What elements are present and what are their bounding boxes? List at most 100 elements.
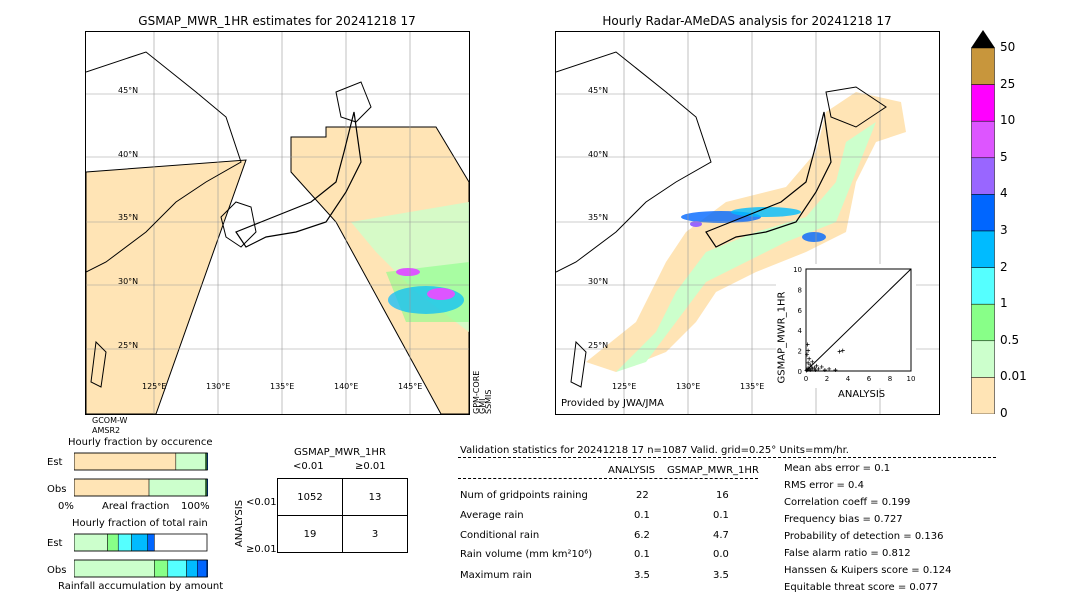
right-coastline-taiwan xyxy=(570,340,587,388)
validation-header: Validation statistics for 20241218 17 n=… xyxy=(460,445,849,456)
total-rain-bar-frame xyxy=(73,533,208,552)
stat-row-b: 3.5 xyxy=(713,570,729,581)
total-rain-chart xyxy=(73,532,209,578)
right-map-title: Hourly Radar-AMeDAS analysis for 2024121… xyxy=(602,14,892,28)
occurrence-bar-segment xyxy=(148,478,206,497)
scatter-point xyxy=(819,364,824,369)
scatter-xtick: 6 xyxy=(867,375,872,383)
radar-blue-east xyxy=(802,232,826,242)
stat-row-b: 0.1 xyxy=(713,510,729,521)
stat-row-label: Num of gridpoints raining xyxy=(460,490,588,501)
left-lon-label-125: 125°E xyxy=(142,382,167,391)
score-line: Equitable threat score = 0.077 xyxy=(784,582,939,593)
right-lon-label-135: 135°E xyxy=(740,382,765,391)
stat-row-label: Average rain xyxy=(460,510,524,521)
total-rain-footer: Rainfall accumulation by amount xyxy=(58,581,224,592)
colorbar-segment xyxy=(971,267,995,305)
scatter-point xyxy=(810,359,815,364)
scatter-point xyxy=(805,342,810,347)
contingency-row-lt: <0.01 xyxy=(246,497,277,508)
left-map-title: GSMAP_MWR_1HR estimates for 20241218 17 xyxy=(138,14,416,28)
occurrence-row-est: Est xyxy=(47,457,63,468)
total-rain-bar-segment xyxy=(131,533,148,552)
scatter-xlabel: ANALYSIS xyxy=(838,389,886,400)
validation-col-model: GSMAP_MWR_1HR xyxy=(667,465,759,476)
stat-row-a: 22 xyxy=(636,490,649,501)
occurrence-bar-segment xyxy=(73,452,177,471)
right-lat-label-30: 30°N xyxy=(588,277,609,286)
colorbar-segment xyxy=(971,340,995,378)
contingency-col-ge: ≥0.01 xyxy=(355,461,386,472)
radar-coverage xyxy=(586,92,906,372)
coastline-korea xyxy=(220,201,257,248)
validation-divider-2 xyxy=(458,478,758,479)
scatter-point xyxy=(807,356,812,361)
occurrence-bar-segment xyxy=(73,478,150,497)
right-coastline-mainland xyxy=(556,51,712,273)
occurrence-bars xyxy=(73,452,209,497)
total-rain-row-obs: Obs xyxy=(47,565,67,576)
scatter-ytick: 8 xyxy=(798,286,802,294)
scatter-ytick: 0 xyxy=(798,368,802,376)
coastline-japan xyxy=(235,111,362,248)
occurrence-axis-left: 0% xyxy=(58,501,74,512)
scatter-point xyxy=(833,367,838,372)
colorbar-segment xyxy=(971,303,995,342)
colorbar-tick-label: 0.01 xyxy=(1000,369,1027,384)
left-lon-label-130: 130°E xyxy=(206,382,231,391)
coastline-taiwan xyxy=(90,340,107,388)
scatter-ytick: 6 xyxy=(798,307,803,315)
total-rain-title: Hourly fraction of total rain xyxy=(72,518,208,529)
total-rain-row-est: Est xyxy=(47,538,63,549)
colorbar-segment xyxy=(971,84,995,122)
colorbar-tick-label: 2 xyxy=(1000,259,1008,274)
right-lon-label-130: 130°E xyxy=(676,382,701,391)
occurrence-axis-mid: Areal fraction xyxy=(102,501,170,512)
colorbar-segment xyxy=(971,377,995,415)
stat-row-a: 0.1 xyxy=(634,510,650,521)
colorbar-tick-label: 4 xyxy=(1000,186,1008,201)
stat-row-label: Maximum rain xyxy=(460,570,532,581)
sat-left-2: AMSR2 xyxy=(92,426,121,435)
total-rain-bar-segment xyxy=(154,559,169,578)
scatter-point xyxy=(840,348,845,353)
scatter-point xyxy=(809,364,814,369)
colorbar-tick-label: 10 xyxy=(1000,113,1016,128)
scatter-point xyxy=(806,348,811,353)
total-rain-bar-segment xyxy=(107,533,119,552)
scatter-point xyxy=(810,366,815,371)
left-lon-label-140: 140°E xyxy=(334,382,359,391)
contingency-side-label: ANALYSIS xyxy=(234,499,246,548)
colorbar-segment xyxy=(971,120,995,159)
score-line: Frequency bias = 0.727 xyxy=(784,514,903,525)
right-coastline-hokkaido xyxy=(825,86,887,128)
occurrence-row-obs: Obs xyxy=(47,484,67,495)
right-coastline-japan xyxy=(705,111,832,248)
left-map-canvas xyxy=(86,32,469,414)
scatter-point xyxy=(808,362,813,367)
scatter-point xyxy=(822,367,827,372)
total-rain-bars xyxy=(73,533,209,578)
scatter-xtick: 4 xyxy=(846,375,851,383)
sat-left-1: GCOM-W xyxy=(92,416,128,425)
total-rain-bar-segment xyxy=(147,533,155,552)
occurrence-bar-segment xyxy=(175,452,206,471)
right-lon-label-125: 125°E xyxy=(612,382,637,391)
colorbar-segment xyxy=(971,47,995,85)
scatter-xtick: 0 xyxy=(804,375,808,383)
colorbar-tick-label: 25 xyxy=(1000,76,1016,91)
contingency-table: 1052 13 19 3 xyxy=(277,478,408,553)
colorbar-tick-label: 0.5 xyxy=(1000,332,1020,347)
swath-region-east xyxy=(290,126,469,414)
stat-row-a: 6.2 xyxy=(634,530,650,541)
left-lat-label-40: 40°N xyxy=(118,150,139,159)
total-rain-bar-segment xyxy=(73,559,155,578)
scatter-diagonal xyxy=(805,268,912,372)
colorbar-tick-label: 1 xyxy=(1000,296,1008,311)
colorbar-extend-arrow xyxy=(971,30,995,48)
stat-row-b: 4.7 xyxy=(713,530,729,541)
total-rain-bar-segment xyxy=(186,559,198,578)
colorbar xyxy=(971,30,995,415)
stat-row-b: 0.0 xyxy=(713,549,729,560)
colorbar-segment xyxy=(971,157,995,195)
